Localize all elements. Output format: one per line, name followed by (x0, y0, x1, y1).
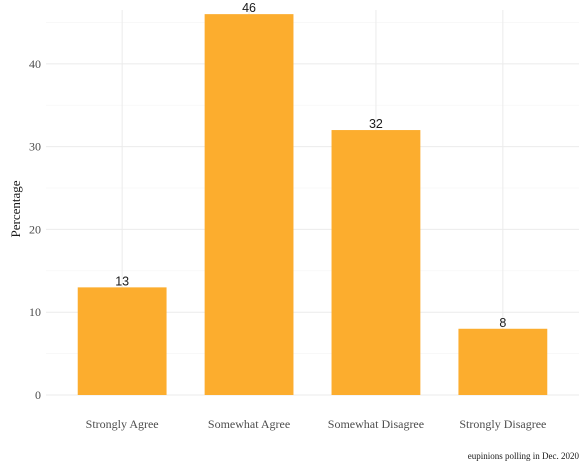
bar (458, 328, 548, 395)
bars (77, 14, 548, 396)
bar-value-label: 32 (369, 117, 383, 131)
y-tick-label: 0 (35, 388, 41, 402)
y-tick-label: 40 (29, 57, 41, 71)
x-tick-label: Somewhat Disagree (328, 417, 424, 431)
x-tick-label: Strongly Agree (86, 417, 159, 431)
y-axis-ticks: 0 10 20 30 40 (29, 57, 41, 402)
bar (77, 287, 167, 395)
bar-value-labels: 13 46 32 8 (115, 1, 506, 330)
bar (204, 14, 294, 396)
bar (331, 130, 421, 395)
y-tick-label: 20 (29, 222, 41, 236)
bar-value-label: 13 (115, 274, 129, 288)
y-tick-label: 10 (29, 305, 41, 319)
bar-value-label: 46 (242, 1, 256, 15)
y-tick-label: 30 (29, 140, 41, 154)
chart-caption: eupinions polling in Dec. 2020 (468, 451, 579, 461)
x-axis-ticks: Strongly Agree Somewhat Agree Somewhat Dis… (86, 417, 547, 431)
x-tick-label: Strongly Disagree (459, 417, 546, 431)
y-axis-title: Percentage (8, 180, 23, 237)
x-tick-label: Somewhat Agree (208, 417, 290, 431)
bar-value-label: 8 (499, 316, 506, 330)
